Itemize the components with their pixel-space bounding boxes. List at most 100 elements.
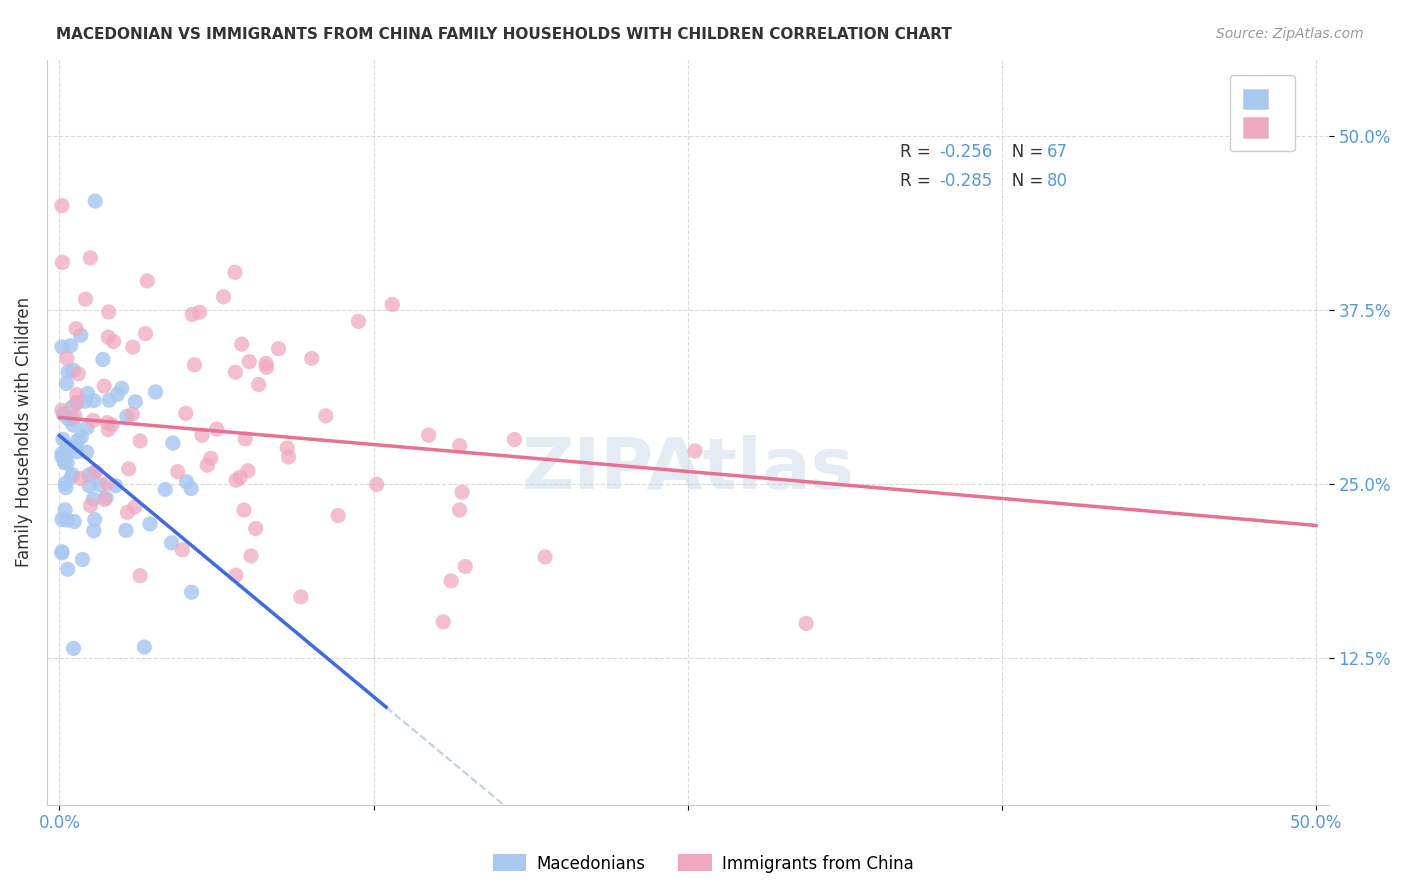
Point [60,469,83,483]
Point [101,417,124,432]
Point [200,451,222,466]
Point [451,485,474,500]
Point [212,290,235,304]
Point [366,477,388,491]
Point [56,456,79,470]
Point [55,481,77,495]
Text: R =: R = [900,143,936,161]
Point [62,641,84,656]
Point [503,433,526,447]
Point [181,308,204,322]
Point [107,387,129,401]
Point [326,508,349,523]
Text: -0.285: -0.285 [939,171,993,189]
Legend: , : , [1230,76,1295,151]
Point [224,265,246,279]
Point [188,305,211,319]
Point [83,512,105,526]
Point [67,367,90,381]
Point [245,521,267,535]
Point [75,292,97,306]
Point [79,479,101,493]
Point [53,476,76,491]
Point [118,462,141,476]
Point [53,456,76,470]
Point [69,328,91,343]
Point [136,274,159,288]
Point [172,542,194,557]
Point [56,562,79,576]
Point [229,470,252,484]
Point [418,428,440,442]
Point [233,432,256,446]
Point [277,450,299,464]
Point [98,393,121,408]
Point [96,476,118,491]
Point [66,444,89,458]
Point [77,468,100,483]
Point [72,552,94,566]
Point [53,503,76,517]
Point [290,590,312,604]
Point [60,401,83,415]
Point [225,473,247,487]
Point [432,615,454,629]
Point [176,475,198,489]
Point [51,446,73,460]
Point [96,416,118,430]
Point [51,199,73,213]
Point [224,365,246,379]
Point [238,354,260,368]
Point [174,406,197,420]
Point [62,363,84,377]
Point [301,351,323,366]
Point [66,387,89,401]
Point [51,512,73,526]
Point [129,434,152,448]
Text: N =: N = [995,143,1049,161]
Point [56,440,79,454]
Point [166,465,188,479]
Point [66,433,89,447]
Text: R =: R = [900,171,936,189]
Point [51,546,73,560]
Point [347,314,370,328]
Point [63,409,86,423]
Point [76,420,98,434]
Point [794,616,817,631]
Point [62,467,84,482]
Point [65,439,87,453]
Point [454,559,477,574]
Point [183,358,205,372]
Point [236,464,259,478]
Point [254,356,277,370]
Point [91,352,114,367]
Point [82,491,104,506]
Point [66,396,89,410]
Point [180,482,202,496]
Point [52,407,75,421]
Point [205,422,228,436]
Point [94,491,117,505]
Point [134,326,156,341]
Point [231,337,253,351]
Legend: Macedonians, Immigrants from China: Macedonians, Immigrants from China [486,847,920,880]
Point [191,428,214,442]
Point [93,379,115,393]
Point [79,499,101,513]
Point [124,394,146,409]
Point [84,465,107,479]
Point [58,412,80,426]
Text: ZIPAtlas: ZIPAtlas [522,435,853,504]
Point [76,386,98,401]
Point [76,445,98,459]
Point [69,471,91,485]
Point [160,536,183,550]
Point [115,409,138,424]
Point [65,322,87,336]
Point [75,394,97,409]
Point [276,441,298,455]
Point [449,503,471,517]
Point [180,585,202,599]
Point [683,444,706,458]
